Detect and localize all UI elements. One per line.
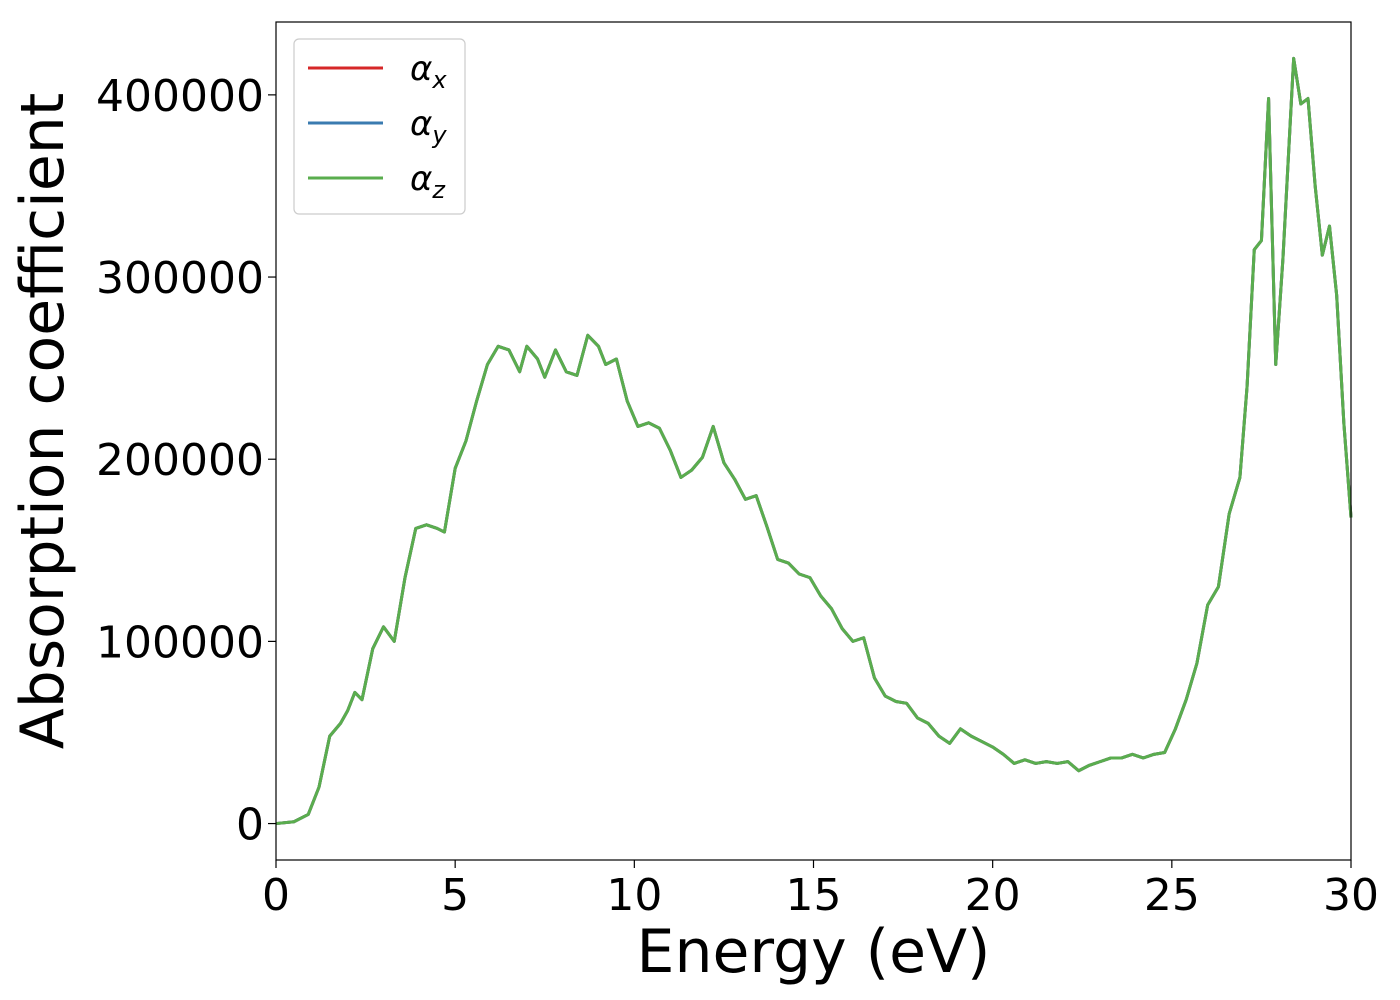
y-tick-label: 300000 (96, 253, 264, 304)
y-axis-title: Absorption coefficient (8, 93, 78, 750)
x-tick-label: 30 (1323, 870, 1379, 921)
y-tick-label: 400000 (96, 71, 264, 122)
x-tick-label: 0 (262, 870, 290, 921)
y-tick-label: 100000 (96, 617, 264, 668)
plot-lines (275, 56, 1353, 826)
x-tick-label: 25 (1144, 870, 1200, 921)
x-axis-title: Energy (eV) (637, 917, 991, 987)
x-tick-label: 15 (786, 870, 842, 921)
y-tick-label: 200000 (96, 435, 264, 486)
legend-box (293, 38, 466, 215)
legend-label-y: αy (410, 104, 447, 149)
x-axis-ticks: 0 5 10 15 20 25 30 (262, 860, 1379, 921)
x-tick-label: 20 (965, 870, 1021, 921)
x-tick-label: 10 (606, 870, 662, 921)
series-line-z (275, 56, 1353, 826)
x-tick-label: 5 (441, 870, 469, 921)
y-tick-label: 0 (236, 800, 264, 851)
legend: αx αy αz (293, 38, 466, 215)
legend-label-x: αx (410, 49, 447, 94)
legend-label-z: αz (410, 159, 446, 204)
y-axis-ticks: 0 100000 200000 300000 400000 (96, 71, 276, 851)
